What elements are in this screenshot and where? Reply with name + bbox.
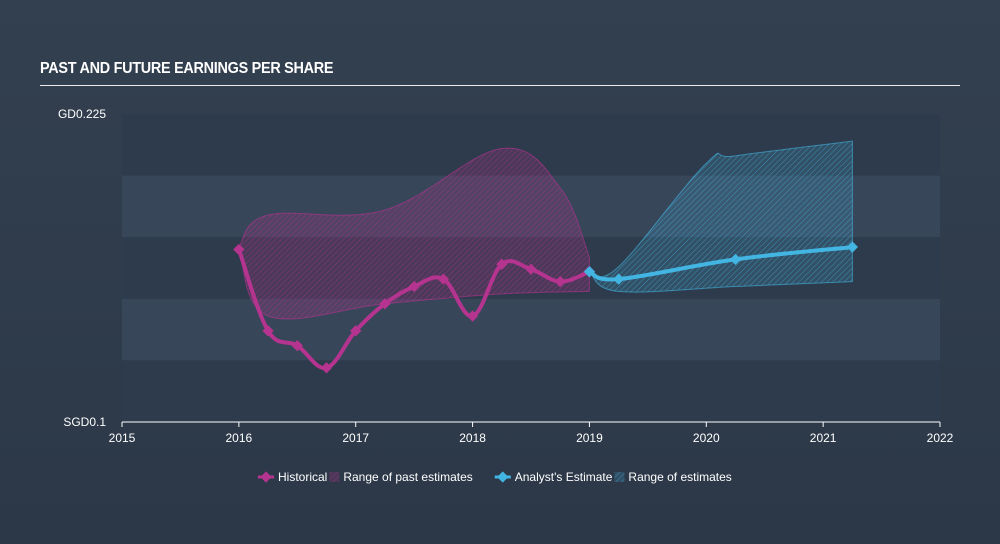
- legend-label[interactable]: Range of estimates: [628, 470, 731, 484]
- legend-label[interactable]: Analyst's Estimate: [515, 470, 613, 484]
- historical-point[interactable]: [408, 280, 420, 293]
- x-tick-label: 2020: [693, 431, 720, 445]
- legend-marker: [497, 471, 509, 483]
- historical-point[interactable]: [496, 258, 508, 270]
- legend-range-swatch: [329, 472, 340, 482]
- historical-point[interactable]: [466, 310, 479, 322]
- estimate-point[interactable]: [729, 253, 742, 266]
- title-divider: [40, 85, 960, 86]
- y-axis: GD0.225 SGD0.1: [58, 107, 106, 429]
- x-tick-label: 2016: [226, 431, 253, 445]
- past-estimates-range: [238, 147, 590, 320]
- grid-band-3: [122, 298, 940, 361]
- legend-label[interactable]: Historical: [278, 470, 327, 484]
- x-tick-label: 2015: [109, 431, 136, 445]
- x-tick-label: 2017: [342, 431, 369, 445]
- legend: Historical Range of past estimates Analyst…: [258, 470, 732, 484]
- x-tick-label: 2019: [576, 431, 603, 445]
- estimate-point[interactable]: [846, 241, 859, 253]
- chart-title: PAST AND FUTURE EARNINGS PER SHARE: [40, 60, 334, 77]
- legend-range-swatch: [614, 472, 625, 482]
- historical-point[interactable]: [350, 325, 362, 337]
- x-tick-label: 2018: [459, 431, 486, 445]
- historical-point[interactable]: [525, 263, 537, 275]
- historical-point[interactable]: [320, 362, 333, 374]
- historical-point[interactable]: [379, 298, 391, 310]
- y-axis-top-label: GD0.225: [58, 107, 106, 121]
- grid-band-4: [122, 360, 940, 422]
- historical-point[interactable]: [262, 325, 274, 337]
- historical-point[interactable]: [437, 273, 450, 285]
- x-tick-label: 2021: [810, 431, 837, 445]
- y-axis-bottom-label: SGD0.1: [63, 415, 106, 429]
- x-tick-label: 2022: [927, 431, 954, 445]
- historical-point[interactable]: [554, 275, 566, 288]
- historical-point[interactable]: [233, 243, 245, 256]
- estimate-point[interactable]: [583, 266, 596, 278]
- legend-marker: [260, 471, 272, 483]
- estimate-line: [587, 245, 855, 282]
- legend-label[interactable]: Range of past estimates: [343, 470, 472, 484]
- x-axis: 2015 2016 2017 2018 2019 2020 2021 2022: [109, 421, 954, 445]
- historical-point[interactable]: [291, 339, 303, 352]
- series-lines: [233, 241, 859, 374]
- estimate-point[interactable]: [612, 273, 625, 285]
